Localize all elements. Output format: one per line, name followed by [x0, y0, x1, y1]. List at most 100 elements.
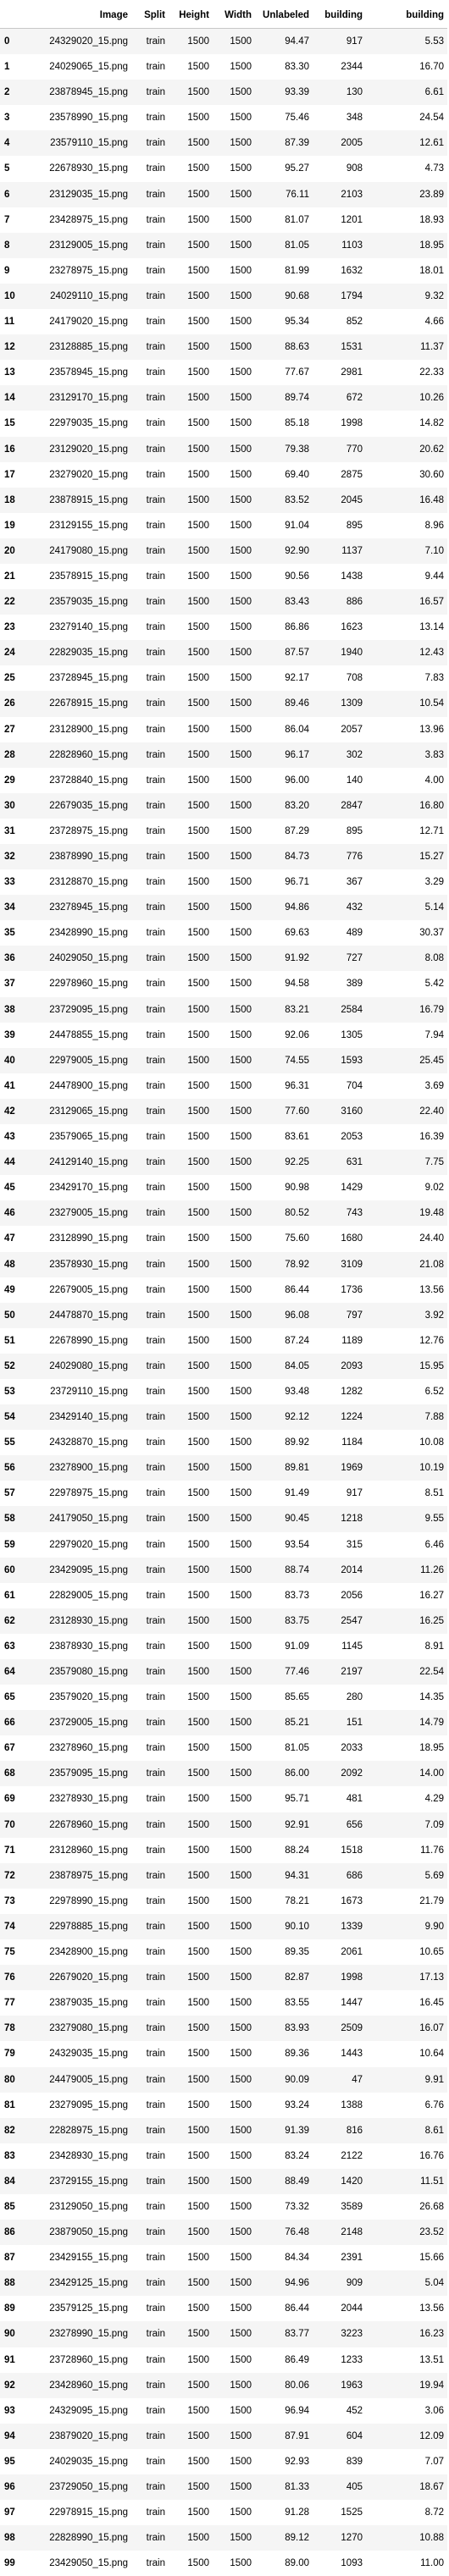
building-percent-cell: 8.96 — [366, 513, 447, 538]
image-cell: 23128885_15.png — [20, 334, 131, 360]
split-cell: train — [131, 819, 169, 844]
row-index: 78 — [0, 2016, 20, 2041]
image-cell: 23278975_15.png — [20, 258, 131, 284]
image-cell: 23579020_15.png — [20, 1685, 131, 1710]
row-index: 73 — [0, 1889, 20, 1914]
height-cell: 1500 — [169, 1583, 213, 1608]
row-index: 18 — [0, 488, 20, 513]
row-index: 25 — [0, 665, 20, 691]
unlabeled-cell: 96.31 — [255, 1073, 313, 1099]
building-count-cell: 3109 — [313, 1252, 366, 1277]
building-percent-cell: 16.45 — [366, 1990, 447, 2016]
row-index: 27 — [0, 717, 20, 742]
height-cell: 1500 — [169, 54, 213, 80]
building-percent-cell: 16.48 — [366, 488, 447, 513]
height-cell: 1500 — [169, 946, 213, 971]
width-cell: 1500 — [213, 2321, 255, 2347]
building-count-cell: 2053 — [313, 1124, 366, 1150]
width-cell: 1500 — [213, 182, 255, 207]
building-percent-cell: 13.14 — [366, 615, 447, 640]
header-row: Image Split Height Width Unlabeled build… — [0, 3, 447, 29]
width-cell: 1500 — [213, 2041, 255, 2066]
width-cell: 1500 — [213, 1099, 255, 1124]
width-cell: 1500 — [213, 2169, 255, 2194]
split-cell: train — [131, 1863, 169, 1889]
row-index: 2 — [0, 80, 20, 105]
width-cell: 1500 — [213, 2500, 255, 2525]
unlabeled-cell: 91.04 — [255, 513, 313, 538]
unlabeled-cell: 83.55 — [255, 1990, 313, 2016]
building-percent-cell: 6.61 — [366, 80, 447, 105]
width-cell: 1500 — [213, 2398, 255, 2424]
building-count-cell: 1282 — [313, 1379, 366, 1404]
building-count-cell: 1525 — [313, 2500, 366, 2525]
row-index: 58 — [0, 1506, 20, 1531]
width-cell: 1500 — [213, 1532, 255, 1558]
row-index: 67 — [0, 1735, 20, 1761]
width-cell: 1500 — [213, 589, 255, 615]
width-cell: 1500 — [213, 233, 255, 258]
height-cell: 1500 — [169, 385, 213, 411]
split-cell: train — [131, 1252, 169, 1277]
building-count-cell: 2045 — [313, 488, 366, 513]
height-cell: 1500 — [169, 717, 213, 742]
building-count-cell: 1270 — [313, 2525, 366, 2551]
width-cell: 1500 — [213, 1328, 255, 1354]
building-count-cell: 1736 — [313, 1277, 366, 1303]
height-cell: 1500 — [169, 768, 213, 793]
image-cell: 24479005_15.png — [20, 2067, 131, 2093]
image-cell: 24029080_15.png — [20, 1354, 131, 1379]
width-cell: 1500 — [213, 334, 255, 360]
image-cell: 23578945_15.png — [20, 360, 131, 385]
split-cell: train — [131, 1379, 169, 1404]
unlabeled-cell: 69.63 — [255, 920, 313, 946]
split-cell: train — [131, 1914, 169, 1939]
width-cell: 1500 — [213, 1175, 255, 1200]
image-cell: 24478870_15.png — [20, 1303, 131, 1328]
width-cell: 1500 — [213, 564, 255, 589]
building-count-cell: 2093 — [313, 1354, 366, 1379]
building-count-cell: 1447 — [313, 1990, 366, 2016]
row-index: 17 — [0, 462, 20, 488]
unlabeled-cell: 91.09 — [255, 1634, 313, 1659]
image-cell: 22978960_15.png — [20, 971, 131, 996]
image-cell: 22978885_15.png — [20, 1914, 131, 1939]
width-cell: 1500 — [213, 207, 255, 233]
image-cell: 22978915_15.png — [20, 2500, 131, 2525]
building-percent-cell: 23.89 — [366, 182, 447, 207]
image-cell: 23728840_15.png — [20, 768, 131, 793]
height-cell: 1500 — [169, 1481, 213, 1506]
image-cell: 23129035_15.png — [20, 182, 131, 207]
image-cell: 24129140_15.png — [20, 1150, 131, 1175]
row-index: 41 — [0, 1073, 20, 1099]
width-cell: 1500 — [213, 2245, 255, 2270]
unlabeled-cell: 78.92 — [255, 1252, 313, 1277]
unlabeled-cell: 87.39 — [255, 130, 313, 156]
row-index: 82 — [0, 2118, 20, 2143]
unlabeled-cell: 83.21 — [255, 997, 313, 1023]
height-cell: 1500 — [169, 971, 213, 996]
row-index: 4 — [0, 130, 20, 156]
split-cell: train — [131, 2551, 169, 2576]
image-cell: 23728960_15.png — [20, 2347, 131, 2373]
split-cell: train — [131, 869, 169, 895]
building-count-cell: 3223 — [313, 2321, 366, 2347]
unlabeled-cell: 81.99 — [255, 258, 313, 284]
height-cell: 1500 — [169, 2093, 213, 2118]
building-percent-cell: 11.37 — [366, 334, 447, 360]
width-cell: 1500 — [213, 2194, 255, 2220]
row-index: 65 — [0, 1685, 20, 1710]
width-cell: 1500 — [213, 946, 255, 971]
split-cell: train — [131, 360, 169, 385]
